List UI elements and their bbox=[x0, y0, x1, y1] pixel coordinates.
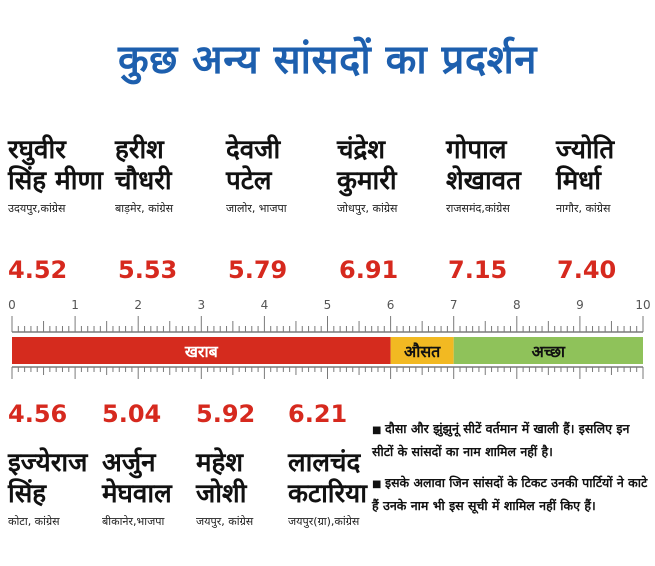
mp-card-top-4: गोपाल शेखावत राजसमंद,कांग्रेस bbox=[446, 135, 554, 216]
mp-name: लालचंद कटारिया bbox=[288, 448, 367, 509]
mp-constituency: जोधपुर, कांग्रेस bbox=[337, 202, 398, 215]
mp-constituency: जालोर, भाजपा bbox=[226, 202, 287, 215]
mp-score: 5.79 bbox=[228, 256, 288, 284]
mp-constituency: उदयपुर,कांग्रेस bbox=[8, 202, 66, 215]
mp-name: महेश जोशी bbox=[196, 448, 247, 509]
mp-card-top-3: चंद्रेश कुमारी जोधपुर, कांग्रेस bbox=[337, 135, 445, 216]
mp-score: 6.21 bbox=[288, 400, 348, 428]
mp-card-bottom-2: महेश जोशी जयपुर, कांग्रेस bbox=[196, 448, 288, 529]
performance-scale: 0 1 2 3 4 5 6 7 8 9 10 खराब औसत अच्छा bbox=[8, 298, 651, 379]
mp-card-bottom-3: लालचंद कटारिया जयपुर(ग्रा),कांग्रेस bbox=[288, 448, 372, 529]
tick-label: 7 bbox=[450, 298, 458, 312]
mp-constituency: बीकानेर,भाजपा bbox=[102, 515, 165, 528]
band-label: औसत bbox=[404, 342, 441, 361]
tick-label: 5 bbox=[324, 298, 332, 312]
mp-name: रघुवीर सिंह मीणा bbox=[8, 135, 103, 196]
tick-label: 10 bbox=[635, 298, 650, 312]
band-7-10 bbox=[453, 337, 643, 364]
mp-card-bottom-1: अर्जुन मेघवाल बीकानेर,भाजपा bbox=[102, 448, 194, 529]
mp-name: अर्जुन मेघवाल bbox=[102, 448, 172, 509]
mp-constituency: कोटा, कांग्रेस bbox=[8, 515, 60, 528]
tick-label: 2 bbox=[134, 298, 142, 312]
mp-card-bottom-0: इज्येराज सिंह कोटा, कांग्रेस bbox=[8, 448, 100, 529]
tick-label: 4 bbox=[261, 298, 269, 312]
mp-name: गोपाल शेखावत bbox=[446, 135, 521, 196]
band-label: खराब bbox=[184, 342, 219, 361]
mp-name: हरीश चौधरी bbox=[115, 135, 172, 196]
mp-constituency: जयपुर(ग्रा),कांग्रेस bbox=[288, 515, 360, 528]
mp-score: 4.52 bbox=[8, 256, 68, 284]
mp-score: 5.92 bbox=[196, 400, 256, 428]
mp-constituency: राजसमंद,कांग्रेस bbox=[446, 202, 510, 215]
page-title: कुछ अन्य सांसदों का प्रदर्शन bbox=[117, 37, 538, 83]
mp-name: इज्येराज सिंह bbox=[8, 448, 88, 509]
tick-label: 9 bbox=[576, 298, 584, 312]
footnote: इसके अलावा जिन सांसदों के टिकट उनकी पार्… bbox=[372, 472, 652, 516]
mp-card-top-0: रघुवीर सिंह मीणा उदयपुर,कांग्रेस bbox=[8, 135, 116, 216]
mp-score: 7.15 bbox=[448, 256, 508, 284]
mp-name: ज्योति मिर्धा bbox=[556, 135, 615, 196]
mp-name: देवजी पटेल bbox=[226, 135, 281, 196]
tick-label: 6 bbox=[387, 298, 395, 312]
tick-label: 1 bbox=[71, 298, 79, 312]
footnote: दौसा और झुंझुनूं सीटें वर्तमान में खाली … bbox=[372, 418, 652, 462]
mp-constituency: जयपुर, कांग्रेस bbox=[196, 515, 254, 528]
footnotes: दौसा और झुंझुनूं सीटें वर्तमान में खाली … bbox=[372, 418, 652, 526]
tick-label: 8 bbox=[513, 298, 521, 312]
mp-constituency: नागौर, कांग्रेस bbox=[556, 202, 611, 215]
mp-score: 6.91 bbox=[339, 256, 399, 284]
mp-constituency: बाड़मेर, कांग्रेस bbox=[115, 202, 174, 215]
band-6-7 bbox=[390, 337, 454, 364]
mp-score: 5.53 bbox=[118, 256, 178, 284]
mp-card-top-2: देवजी पटेल जालोर, भाजपा bbox=[226, 135, 334, 216]
mp-card-top-1: हरीश चौधरी बाड़मेर, कांग्रेस bbox=[115, 135, 223, 216]
tick-label: 0 bbox=[8, 298, 16, 312]
band-0-6 bbox=[12, 337, 391, 364]
mp-card-top-5: ज्योति मिर्धा नागौर, कांग्रेस bbox=[556, 135, 655, 216]
mp-score: 5.04 bbox=[102, 400, 162, 428]
mp-score: 4.56 bbox=[8, 400, 68, 428]
mp-name: चंद्रेश कुमारी bbox=[337, 135, 397, 196]
mp-score: 7.40 bbox=[557, 256, 617, 284]
band-label: अच्छा bbox=[532, 342, 566, 361]
tick-label: 3 bbox=[197, 298, 205, 312]
